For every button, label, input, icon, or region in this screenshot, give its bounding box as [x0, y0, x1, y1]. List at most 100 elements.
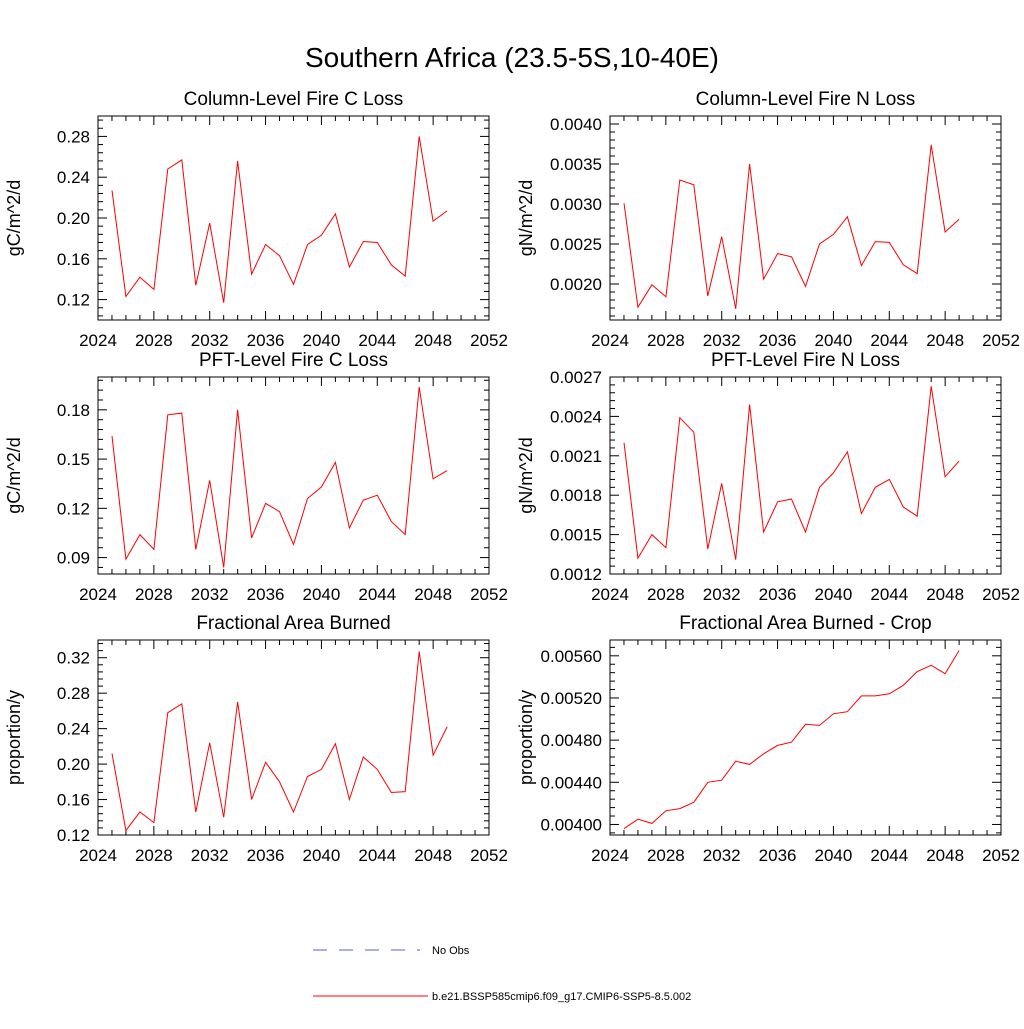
x-tick-label: 2040 — [815, 331, 853, 350]
y-tick-label: 0.0020 — [550, 275, 602, 294]
x-tick-label: 2048 — [414, 331, 452, 350]
x-tick-label: 2032 — [703, 331, 741, 350]
x-tick-label: 2024 — [79, 585, 117, 604]
y-tick-label: 0.00440 — [541, 773, 602, 792]
x-tick-label: 2052 — [982, 846, 1020, 865]
x-tick-label: 2036 — [247, 846, 285, 865]
y-tick-label: 0.00400 — [541, 815, 602, 834]
x-tick-label: 2024 — [591, 331, 629, 350]
x-tick-label: 2028 — [647, 846, 685, 865]
x-tick-label: 2052 — [982, 585, 1020, 604]
y-axis-label: proportion/y — [516, 690, 536, 785]
x-tick-label: 2048 — [926, 846, 964, 865]
x-tick-label: 2036 — [247, 585, 285, 604]
y-axis-label: gC/m^2/d — [4, 180, 24, 256]
x-tick-label: 2048 — [414, 585, 452, 604]
x-tick-label: 2024 — [591, 585, 629, 604]
y-tick-label: 0.16 — [57, 250, 90, 269]
x-tick-label: 2040 — [815, 846, 853, 865]
legend-obs-label: No Obs — [432, 945, 470, 957]
panel-4: PFT-Level Fire N Loss gN/m^2/d 2024 2028 203… — [516, 350, 1020, 604]
y-tick-label: 0.0015 — [550, 526, 602, 545]
panel-title: PFT-Level Fire N Loss — [711, 350, 900, 371]
x-tick-label: 2040 — [815, 585, 853, 604]
x-tick-label: 2036 — [759, 585, 797, 604]
y-tick-label: 0.00520 — [541, 689, 602, 708]
y-tick-label: 0.0018 — [550, 486, 602, 505]
x-tick-label: 2052 — [470, 331, 508, 350]
y-tick-label: 0.12 — [57, 291, 90, 310]
x-tick-label: 2048 — [926, 331, 964, 350]
x-tick-label: 2044 — [358, 331, 396, 350]
y-tick-label: 0.15 — [57, 450, 90, 469]
series-line — [623, 144, 960, 309]
plot-frame — [609, 639, 1002, 836]
y-tick-label: 0.0021 — [550, 447, 602, 466]
y-tick-label: 0.20 — [57, 755, 90, 774]
x-tick-label: 2040 — [303, 585, 341, 604]
y-tick-label: 0.24 — [57, 720, 90, 739]
y-tick-label: 0.00480 — [541, 731, 602, 750]
series-line — [111, 651, 448, 832]
y-tick-label: 0.28 — [57, 127, 90, 146]
plot-frame — [609, 376, 1002, 575]
y-tick-label: 0.0030 — [550, 195, 602, 214]
x-tick-label: 2028 — [135, 585, 173, 604]
y-tick-label: 0.32 — [57, 649, 90, 668]
plot-frame — [609, 115, 1002, 321]
x-tick-label: 2028 — [135, 331, 173, 350]
x-tick-label: 2044 — [870, 331, 908, 350]
x-tick-label: 2032 — [703, 585, 741, 604]
y-tick-label: 0.28 — [57, 684, 90, 703]
x-tick-label: 2024 — [591, 846, 629, 865]
x-tick-label: 2052 — [982, 331, 1020, 350]
x-tick-label: 2036 — [759, 331, 797, 350]
panel-3: PFT-Level Fire C Loss gC/m^2/d 2024 2028 203… — [4, 350, 508, 604]
x-tick-label: 2032 — [191, 331, 229, 350]
series-line — [111, 386, 448, 568]
y-tick-label: 0.0040 — [550, 115, 602, 134]
x-tick-label: 2048 — [414, 846, 452, 865]
y-axis-label: gN/m^2/d — [516, 180, 536, 256]
panel-1: Column-Level Fire C Loss gC/m^2/d 2024 2028… — [4, 89, 508, 350]
x-tick-label: 2044 — [870, 846, 908, 865]
panels: Column-Level Fire C Loss gC/m^2/d 2024 2028… — [4, 89, 1020, 865]
x-tick-label: 2028 — [135, 846, 173, 865]
x-tick-label: 2032 — [191, 585, 229, 604]
x-tick-label: 2032 — [703, 846, 741, 865]
legend-model-label: b.e21.BSSP585cmip6.f09_g17.CMIP6-SSP5-8.… — [432, 991, 691, 1003]
x-tick-label: 2040 — [303, 846, 341, 865]
panel-6: Fractional Area Burned - Crop proportion/… — [516, 613, 1020, 865]
y-tick-label: 0.00560 — [541, 647, 602, 666]
series-line — [623, 386, 960, 560]
plot-frame — [97, 115, 490, 321]
y-tick-label: 0.0027 — [550, 368, 602, 387]
y-tick-label: 0.18 — [57, 401, 90, 420]
legend: No Obs b.e21.BSSP585cmip6.f09_g17.CMIP6-… — [313, 945, 691, 1003]
y-tick-label: 0.0035 — [550, 155, 602, 174]
y-axis-label: proportion/y — [4, 690, 24, 785]
x-tick-label: 2036 — [247, 331, 285, 350]
panel-2: Column-Level Fire N Loss gN/m^2/d 2024 2028… — [516, 89, 1020, 350]
y-tick-label: 0.24 — [57, 168, 90, 187]
panel-title: Fractional Area Burned - Crop — [679, 613, 931, 634]
x-tick-label: 2048 — [926, 585, 964, 604]
x-tick-label: 2040 — [303, 331, 341, 350]
x-tick-label: 2052 — [470, 585, 508, 604]
y-tick-label: 0.0012 — [550, 565, 602, 584]
panel-5: Fractional Area Burned proportion/y 2024 20… — [4, 613, 508, 865]
series-line — [623, 650, 960, 830]
y-tick-label: 0.09 — [57, 549, 90, 568]
x-tick-label: 2044 — [358, 846, 396, 865]
panel-title: Fractional Area Burned — [196, 613, 390, 634]
y-tick-label: 0.16 — [57, 791, 90, 810]
y-tick-label: 0.0025 — [550, 235, 602, 254]
y-tick-label: 0.20 — [57, 209, 90, 228]
x-tick-label: 2028 — [647, 585, 685, 604]
x-tick-label: 2024 — [79, 846, 117, 865]
y-tick-label: 0.12 — [57, 826, 90, 845]
figure-title: Southern Africa (23.5-5S,10-40E) — [305, 42, 719, 73]
panel-title: Column-Level Fire N Loss — [696, 89, 916, 110]
